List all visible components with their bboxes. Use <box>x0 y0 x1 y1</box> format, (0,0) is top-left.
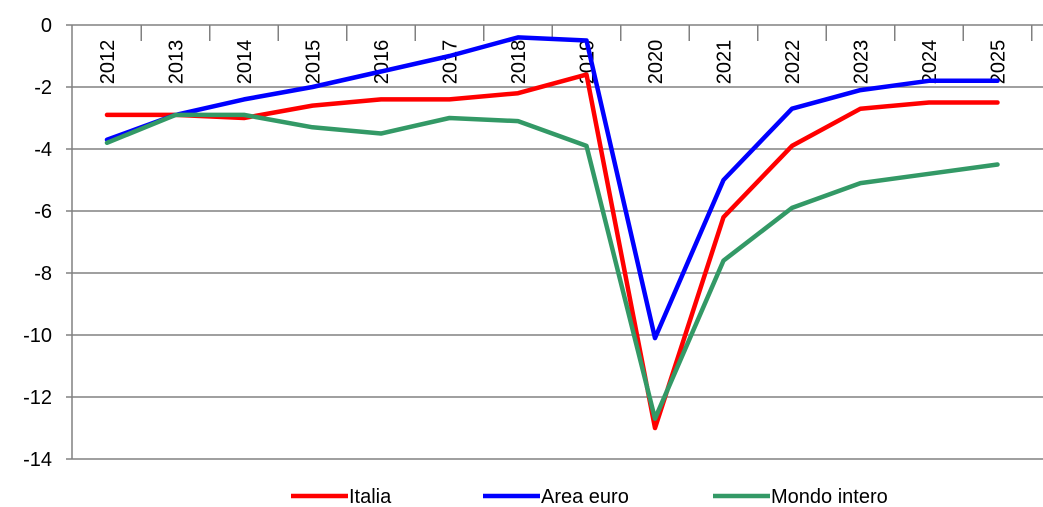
x-tick-label: 2014 <box>234 40 256 85</box>
y-tick-label: 0 <box>41 15 52 37</box>
x-tick-label: 2020 <box>645 40 667 85</box>
x-tick-label: 2013 <box>166 40 188 85</box>
x-tick-label: 2017 <box>440 40 462 85</box>
legend-label: Area euro <box>541 486 629 507</box>
y-tick-label: -8 <box>34 263 52 285</box>
x-tick-label: 2022 <box>782 40 804 85</box>
x-tick-label: 2023 <box>851 40 873 85</box>
x-tick-label: 2025 <box>988 40 1010 85</box>
y-tick-label: -6 <box>34 201 52 223</box>
x-tick-labels: 2012 2013 2014 2015 2016 2017 2018 2019 2020 2021… <box>97 40 1010 85</box>
x-tick-label: 2018 <box>508 40 530 85</box>
y-tick-label: -2 <box>34 77 52 99</box>
gridlines <box>66 24 1043 460</box>
y-tick-label: -4 <box>34 139 52 161</box>
legend-label: Italia <box>349 486 392 507</box>
legend-label: Mondo intero <box>771 486 888 507</box>
series-lines <box>104 35 1000 431</box>
x-tick-label: 2024 <box>919 40 941 85</box>
series-line-2 <box>104 112 1000 421</box>
y-tick-label: -14 <box>23 449 52 471</box>
y-tick-label: -12 <box>23 387 52 409</box>
series-line-0 <box>104 72 1000 431</box>
x-tick-label: 2015 <box>303 40 325 85</box>
y-tick-labels: 0 -2 -4 -6 -8 -10 -12 -14 <box>23 15 52 471</box>
x-tick-label: 2021 <box>714 40 736 85</box>
legend: Italia Area euro Mondo intero <box>291 486 888 507</box>
y-tick-label: -10 <box>23 325 52 347</box>
x-tick-label: 2016 <box>371 40 393 85</box>
x-tick-label: 2012 <box>97 40 119 85</box>
series-line-1 <box>104 35 1000 341</box>
